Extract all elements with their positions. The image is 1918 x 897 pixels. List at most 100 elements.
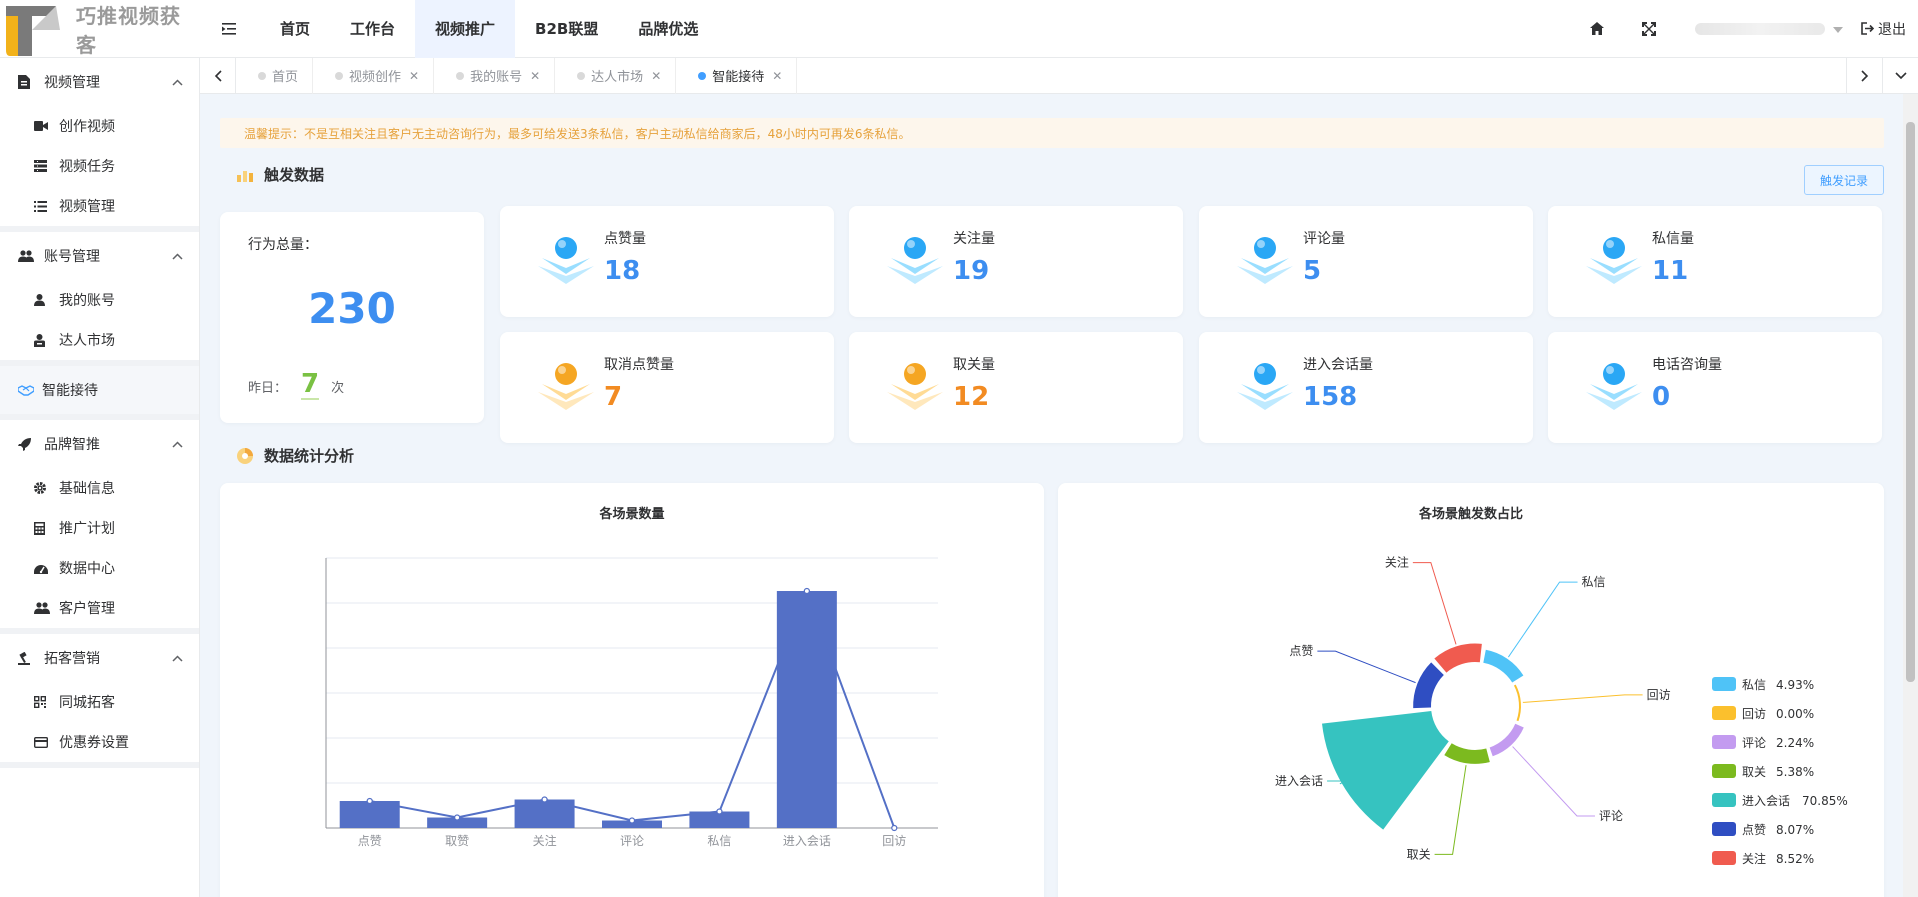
sidebar-group-brand-header[interactable]: 品牌智推 (0, 420, 199, 468)
user-icon (34, 294, 50, 306)
stat-card: 取消点赞量 7 (500, 332, 834, 443)
top-nav: 首页 工作台 视频推广 B2B联盟 品牌优选 (260, 0, 718, 58)
yesterday-label: 昨日： (248, 381, 288, 396)
legend-swatch (1712, 764, 1736, 778)
divider (0, 414, 199, 420)
label-leader-line (1507, 581, 1578, 658)
tab-talent-market[interactable]: 达人市场 ✕ (555, 57, 677, 94)
sidebar-item-label: 客户管理 (59, 601, 115, 617)
legend-name: 回访 (1742, 707, 1766, 721)
sidebar-item-my-account[interactable]: 我的账号 (0, 280, 199, 320)
tab-dot-icon (577, 71, 586, 80)
sidebar-group-video-header[interactable]: 视频管理 (0, 58, 199, 106)
sidebar-item-promo-plan[interactable]: 推广计划 (0, 508, 199, 548)
sidebar-item-data-center[interactable]: 数据中心 (0, 548, 199, 588)
slice-label: 关注 (1385, 555, 1409, 570)
legend-name: 进入会话 (1742, 794, 1790, 808)
sidebar-item-video-task[interactable]: 视频任务 (0, 146, 199, 186)
sidebar-item-label: 数据中心 (59, 561, 115, 577)
close-icon[interactable]: ✕ (651, 68, 662, 83)
sidebar-item-video-manage[interactable]: 视频管理 (0, 186, 199, 226)
sidebar-item-coupon-settings[interactable]: 优惠券设置 (0, 722, 199, 762)
x-tick-label: 取赞 (445, 834, 469, 848)
topnav-brand[interactable]: 品牌优选 (638, 20, 699, 38)
stat-card: 私信量 11 (1548, 206, 1882, 317)
legend-swatch (1712, 706, 1736, 720)
sidebar-group-video: 视频管理 创作视频 视频任务 视频管理 (0, 58, 199, 226)
users-icon (18, 250, 34, 262)
logout-button[interactable]: 退出 (1861, 19, 1906, 39)
pie-slice (1513, 684, 1521, 722)
divider (0, 360, 199, 366)
app-name: 巧推视频获客 (76, 3, 181, 57)
user-name-blurred[interactable] (1695, 22, 1825, 35)
sidebar-group-account: 账号管理 我的账号 达人市场 (0, 232, 199, 360)
close-icon[interactable]: ✕ (772, 68, 783, 83)
app-logo[interactable]: 巧推视频获客 (0, 0, 200, 58)
vertical-scrollbar[interactable] (1903, 94, 1918, 897)
x-tick-label: 点赞 (358, 834, 382, 848)
sidebar-group-marketing: 拓客营销 同城拓客 优惠券设置 (0, 634, 199, 762)
tabs-scroll-right-icon[interactable] (1846, 57, 1882, 94)
sidebar-item-local-leads[interactable]: 同城拓客 (0, 682, 199, 722)
sidebar-group-account-header[interactable]: 账号管理 (0, 232, 199, 280)
section-title-label: 数据统计分析 (264, 447, 355, 465)
badge-icon (34, 333, 50, 347)
topnav-home[interactable]: 首页 (280, 20, 311, 38)
phone-icon (1586, 363, 1642, 410)
line-point (454, 814, 461, 821)
dashboard-icon (34, 563, 50, 574)
sidebar-item-basic-info[interactable]: 基础信息 (0, 468, 199, 508)
stat-value: 0 (1652, 382, 1671, 412)
label-leader-line (1317, 650, 1416, 684)
topnav-b2b[interactable]: B2B联盟 (535, 20, 599, 38)
stat-label: 进入会话量 (1303, 357, 1373, 373)
x-tick-label: 评论 (620, 834, 644, 848)
sidebar-item-smart-reception[interactable]: 智能接待 (0, 366, 199, 414)
rocket-icon (18, 437, 34, 451)
sidebar-group-label: 拓客营销 (44, 651, 100, 667)
stat-label: 关注量 (953, 231, 995, 247)
tab-video-create[interactable]: 视频创作 ✕ (313, 57, 435, 94)
heart-icon (887, 363, 943, 410)
tab-home[interactable]: 首页 (236, 57, 314, 94)
sidebar-item-label: 推广计划 (59, 521, 115, 537)
tab-smart-reception[interactable]: 智能接待 ✕ (676, 57, 798, 94)
chevron-down-icon[interactable] (1833, 21, 1843, 37)
line-point (628, 817, 636, 824)
list-icon (34, 200, 50, 212)
total-label: 行为总量： (248, 237, 318, 253)
slice-label: 取关 (1407, 847, 1431, 861)
topnav-workbench[interactable]: 工作台 (350, 20, 396, 38)
menu-collapse-icon[interactable] (200, 0, 260, 58)
tab-label: 达人市场 (591, 70, 644, 85)
topnav-video-promo[interactable]: 视频推广 (415, 0, 516, 58)
calculator-icon (34, 521, 50, 535)
fullscreen-icon[interactable] (1623, 0, 1675, 58)
close-icon[interactable]: ✕ (409, 68, 420, 83)
sidebar-item-label: 优惠券设置 (59, 735, 129, 751)
stat-label: 取关量 (953, 357, 995, 373)
scrollbar-thumb[interactable] (1906, 122, 1915, 682)
sidebar-item-create-video[interactable]: 创作视频 (0, 106, 199, 146)
video-icon (34, 121, 50, 131)
tabs-menu-chevron-down-icon[interactable] (1882, 57, 1918, 94)
sidebar-group-marketing-header[interactable]: 拓客营销 (0, 634, 199, 682)
x-tick-label: 私信 (707, 834, 731, 848)
trigger-record-button[interactable]: 触发记录 (1804, 165, 1884, 195)
chat-bubble-icon (1237, 363, 1293, 410)
stat-label: 评论量 (1303, 231, 1345, 247)
sidebar-item-talent-market[interactable]: 达人市场 (0, 320, 199, 360)
home-icon[interactable] (1571, 0, 1623, 58)
legend-percent: 8.07% (1776, 823, 1814, 837)
tabs-scroll-left-icon[interactable] (200, 57, 236, 94)
legend-percent: 2.24% (1776, 736, 1814, 750)
users-icon (34, 602, 50, 614)
sidebar-item-label: 创作视频 (59, 119, 115, 135)
close-icon[interactable]: ✕ (530, 68, 541, 83)
bar (776, 591, 837, 828)
task-list-icon (34, 160, 50, 172)
legend-percent: 0.00% (1776, 707, 1814, 721)
sidebar-item-customer-manage[interactable]: 客户管理 (0, 588, 199, 628)
tab-my-account[interactable]: 我的账号 ✕ (434, 57, 556, 94)
